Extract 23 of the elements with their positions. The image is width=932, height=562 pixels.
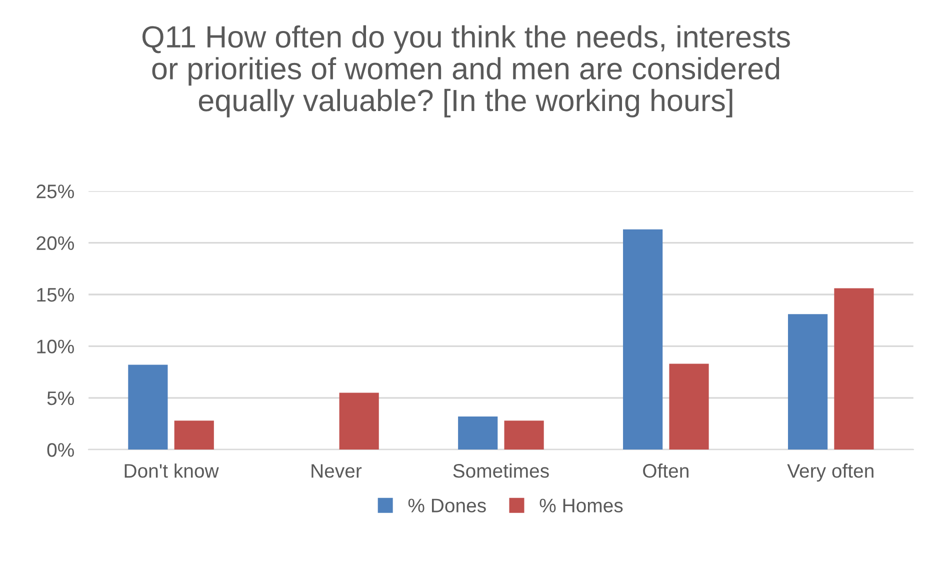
bar: [669, 364, 709, 450]
legend-label: % Dones: [408, 498, 486, 512]
bar: [174, 420, 214, 450]
y-tick-label: 25%: [36, 184, 74, 198]
y-tick-label: 0%: [47, 443, 74, 457]
legend-label: % Homes: [540, 498, 623, 512]
bar: [623, 229, 663, 450]
y-tick-label: 15%: [37, 288, 74, 302]
bar: [128, 364, 168, 450]
bar: [834, 288, 874, 450]
bar: [458, 416, 498, 450]
bar: [504, 420, 544, 450]
bar: [339, 392, 379, 450]
bar: [788, 314, 828, 450]
x-tick-label: Sometimes: [453, 463, 549, 478]
y-tick-label: 10%: [37, 340, 74, 354]
x-tick-label: Never: [312, 464, 362, 478]
chart-title: Q11 How often do you think the needs, interests or priorities of women and men are considered equally valuable? [In the working hours]: [142, 25, 790, 118]
x-tick-label: Don't know: [124, 463, 219, 478]
y-tick-label: 20%: [36, 236, 74, 250]
x-tick-label: Often: [643, 464, 688, 478]
y-tick-label: 5%: [47, 391, 74, 406]
x-tick-label: Very often: [787, 464, 874, 482]
